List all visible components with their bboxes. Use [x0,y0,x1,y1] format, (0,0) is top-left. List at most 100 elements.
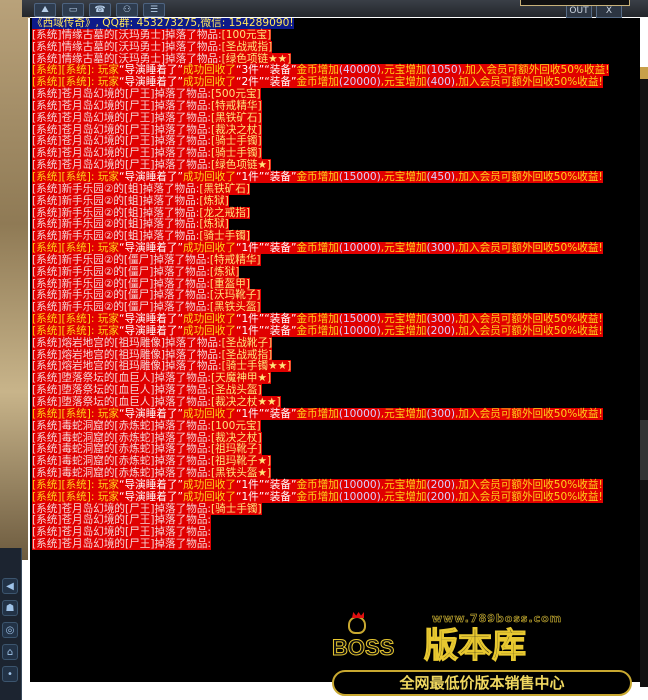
drop-item[interactable]: [特戒精华] [209,253,261,266]
drop-prefix: [系统]毒蛇洞窟的[赤炼蛇]掉落了物品: [32,467,212,480]
drop-item[interactable]: [炼狱] [199,194,229,207]
recycle-segment: “1件” [235,324,265,337]
recycle-segment: (450) [426,170,456,183]
drop-item[interactable]: [黑铁矿石] [211,111,262,124]
drop-prefix: [系统]苍月岛幻境的[尸王]掉落了物品: [32,147,212,160]
recycle-segment: (20000) [338,76,381,89]
drop-item[interactable]: [骑士手镯] [211,135,262,148]
recycle-segment: (200) [426,324,456,337]
drop-item[interactable]: [绿色项链★★] [221,52,292,65]
mountain-icon[interactable]: ⛰ [34,3,56,17]
drop-message: [系统]苍月岛幻境的[尸王]掉落了物品:[骑士手镯] [32,502,636,516]
group-icon[interactable]: ⚇ [116,3,138,17]
drop-prefix: [系统]堕落祭坛的[血巨人]掉落了物品: [32,396,212,408]
scroll-up-button[interactable] [640,67,648,79]
drop-prefix: [系统]情缘古墓的[沃玛勇士]掉落了物品: [32,40,222,53]
drop-item[interactable]: [祖玛靴子] [211,443,262,456]
drop-item[interactable]: [骑士手镯★★] [221,360,292,373]
drop-item[interactable]: [100元宝] [211,419,261,432]
drop-item[interactable]: [裁决之杖] [211,431,262,444]
drop-item[interactable]: [特戒精华] [211,99,262,112]
recycle-segment: [系统][系统]: 玩家 [32,324,120,337]
drop-prefix: [系统]苍月岛幻境的[尸王]掉落了物品: [32,99,212,112]
drop-item[interactable]: [龙之戒指] [199,206,250,219]
recycle-message: [系统][系统]: 玩家“导演睡着了”成功回收了“1件”“装备”金币增加(100… [32,324,636,338]
recycle-segment: “装备” [264,407,297,420]
drop-prefix: [系统]堕落祭坛的[血巨人]掉落了物品: [32,384,212,397]
recycle-segment: “装备” [264,313,297,326]
drop-message: [系统]新手乐园②的[蛆]掉落了物品:[龙之戒指] [32,206,636,220]
drop-item[interactable]: [圣战头盔] [211,384,262,397]
drop-message: [系统]新手乐园②的[蛆]掉落了物品:[黑铁矿石] [32,182,636,196]
drop-message: [系统]苍月岛幻境的[尸王]掉落了物品: [32,526,636,539]
drop-prefix: [系统]苍月岛幻境的[尸王]掉落了物品: [32,88,212,101]
speaker-icon[interactable]: ◀ [2,578,18,594]
recycle-segment: (10000) [338,242,381,255]
drop-item[interactable]: [裁决之杖★★] [211,396,281,408]
chat-log-window[interactable]: 《西域传奇》, QQ群: 453273275,微信: 154289090! [系… [28,18,640,682]
drop-item[interactable]: [炼狱] [199,218,229,231]
phone-icon[interactable]: ☎ [89,3,111,17]
chat-icon[interactable]: ▭ [62,3,84,17]
drop-item[interactable]: [重盔甲] [209,277,250,290]
drop-item[interactable]: [裁决之杖] [211,123,262,136]
recycle-segment: (15000) [338,170,381,183]
drop-item[interactable]: [天魔神甲★] [211,372,272,385]
drop-item[interactable]: [祖玛靴子★] [211,455,272,468]
drop-prefix: [系统]新手乐园②的[蛆]掉落了物品: [32,194,200,207]
scrollbar-thumb[interactable] [640,420,648,480]
drop-item[interactable]: [黑铁头盔] [209,301,261,314]
recycle-segment: “导演睡着了” [119,313,183,326]
drop-prefix: [系统]毒蛇洞窟的[赤炼蛇]掉落了物品: [32,419,212,432]
recycle-segment: ,加入会员可额外回收50%收益! [455,490,603,503]
drop-item[interactable]: [沃玛靴子] [209,289,261,302]
recycle-segment: “装备” [264,324,297,337]
drop-item[interactable]: [黑铁矿石] [199,182,250,195]
recycle-segment: (10000) [338,324,381,337]
recycle-message: [系统][系统]: 玩家“导演睡着了”成功回收了“1件”“装备”金币增加(100… [32,490,636,504]
drop-prefix: [系统]苍月岛幻境的[尸王]掉落了物品: [32,135,212,148]
recycle-segment: “1件” [235,407,265,420]
drop-item[interactable]: [黑铁头盔★] [211,467,272,480]
drop-item[interactable]: [炼狱] [209,265,240,278]
out-button[interactable]: OUT [566,4,592,18]
drop-message: [系统]毒蛇洞窟的[赤炼蛇]掉落了物品:[黑铁头盔★] [32,467,636,480]
drop-item[interactable]: [100元宝] [221,28,272,41]
drop-prefix: [系统]苍月岛幻境的[尸王]掉落了物品: [32,123,212,136]
drop-prefix: [系统]毒蛇洞窟的[赤炼蛇]掉落了物品: [32,455,212,468]
drop-prefix: [系统]新手乐园②的[僵尸]掉落了物品: [32,301,210,314]
chat-toolbar: ⛰ ▭ ☎ ⚇ ☰ OUT X [22,0,648,18]
recycle-segment: ,元宝增加 [380,313,427,326]
recycle-segment: (200) [426,490,456,503]
recycle-segment: “导演睡着了” [119,242,183,255]
drop-item[interactable]: [骑士手镯] [211,502,262,515]
recycle-segment: “装备” [264,76,297,89]
lock-icon[interactable]: ⌂ [2,644,18,660]
drop-item[interactable]: [骑士手镯] [211,147,262,160]
signal-icon[interactable]: • [2,666,18,682]
drop-message: [系统]情缘古墓的[沃玛勇士]掉落了物品:[绿色项链★★] [32,52,636,66]
drop-message: [系统]新手乐园②的[僵尸]掉落了物品:[炼狱] [32,265,636,279]
chat-icon[interactable]: ◎ [2,622,18,638]
drop-message: [系统]新手乐园②的[蛆]掉落了物品:[炼狱] [32,194,636,208]
drop-item[interactable]: [圣战靴子] [221,336,273,349]
close-button[interactable]: X [596,4,622,18]
recycle-segment: 金币增加 [296,242,339,255]
drop-message: [系统]苍月岛幻境的[尸王]掉落了物品:[裁决之杖] [32,123,636,137]
drop-item[interactable]: [绿色项链★] [211,159,272,172]
drop-prefix: [系统]新手乐园②的[僵尸]掉落了物品: [32,289,210,302]
drop-item[interactable]: [圣战戒指] [221,348,273,361]
drop-item[interactable]: [骑士手镯] [199,230,250,243]
recycle-segment: “导演睡着了” [119,490,183,503]
drop-item[interactable]: [500元宝] [211,88,261,101]
drop-prefix: [系统]苍月岛幻境的[尸王]掉落了物品: [32,538,212,551]
message-icon[interactable]: ☰ [143,3,165,17]
drop-prefix: [系统]堕落祭坛的[血巨人]掉落了物品: [32,372,212,385]
recycle-segment: (200) [426,478,456,491]
recycle-segment: “2件” [235,76,265,89]
scrollbar-track[interactable] [640,67,648,687]
drop-prefix: [系统]苍月岛幻境的[尸王]掉落了物品: [32,111,212,124]
drop-message: [系统]情缘古墓的[沃玛勇士]掉落了物品:[圣战戒指] [32,40,636,54]
group-icon[interactable]: ☗ [2,600,18,616]
drop-item[interactable]: [圣战戒指] [221,40,273,53]
